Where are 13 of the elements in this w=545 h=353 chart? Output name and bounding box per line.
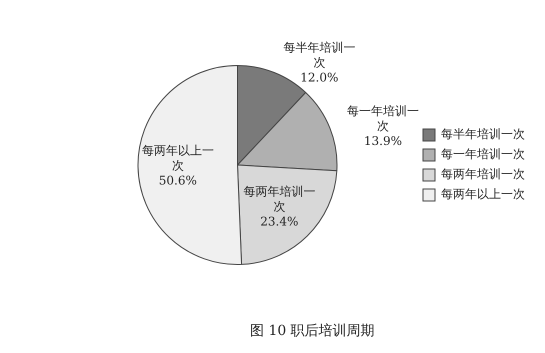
- slice-label: 每半年培训一次: [283, 40, 356, 70]
- legend-label: 每一年培训一次: [441, 147, 525, 162]
- data-label: 50.6%: [158, 173, 197, 188]
- data-label: 13.9%: [364, 134, 402, 148]
- legend-label: 每两年培训一次: [441, 167, 525, 182]
- slice-label: 每两年培训一次: [243, 184, 316, 214]
- slice-label: 每两年以上一次: [142, 143, 214, 172]
- legend-label: 每半年培训一次: [441, 127, 525, 142]
- slice-label: 每一年培训一次: [346, 104, 419, 134]
- data-label: 12.0%: [300, 70, 338, 85]
- caption: 图 10 职后培训周期: [250, 322, 375, 340]
- data-label: 23.4%: [260, 214, 298, 229]
- legend-label: 每两年以上一次: [441, 187, 525, 202]
